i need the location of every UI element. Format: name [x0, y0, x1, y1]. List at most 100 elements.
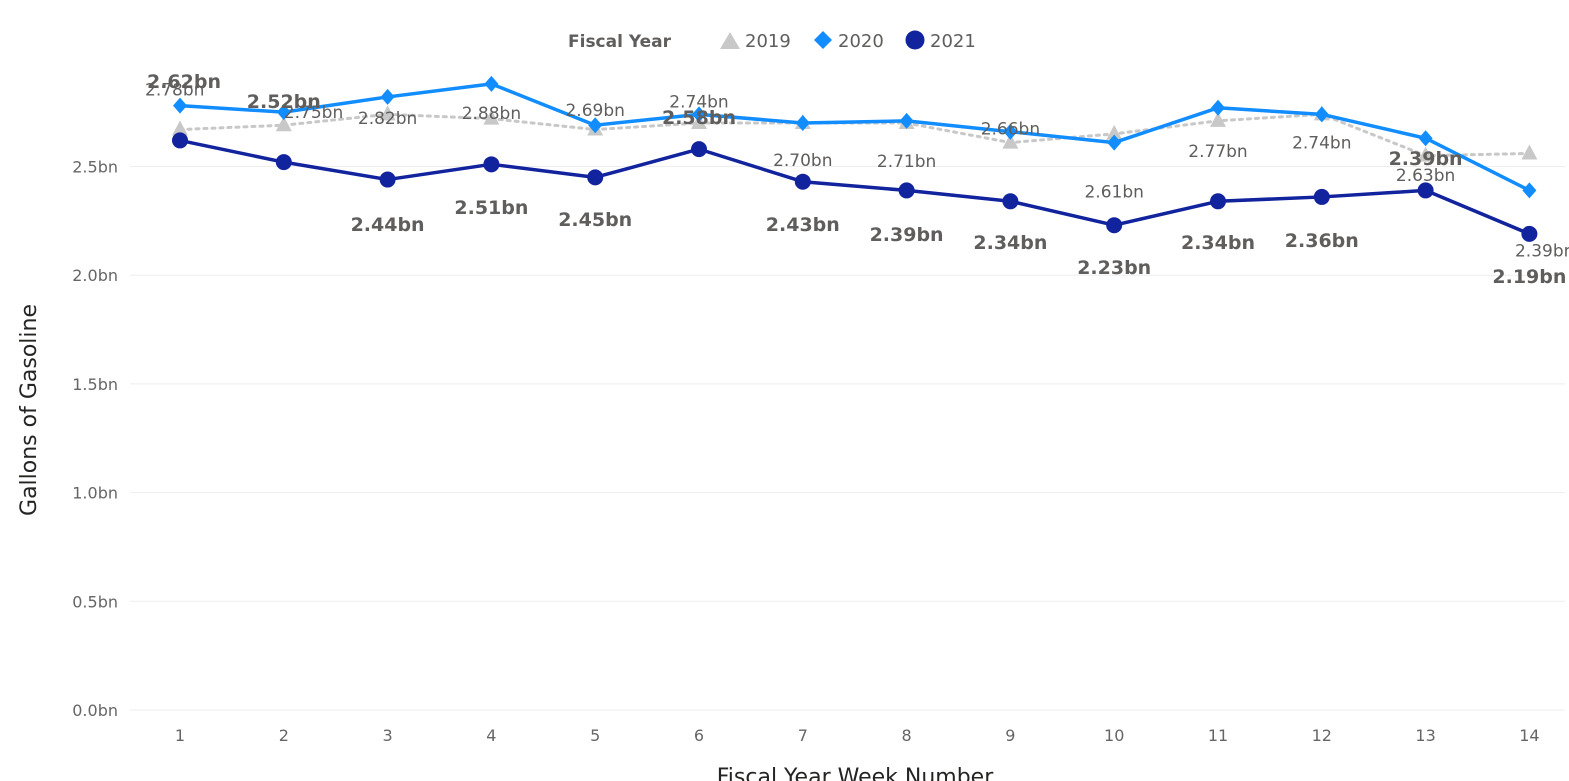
data-label: 2.74bn	[1292, 133, 1351, 153]
x-tick-label: 14	[1519, 726, 1539, 745]
data-label: 2.75bn	[284, 103, 343, 123]
point-2021	[1521, 225, 1538, 242]
point-2021	[1417, 182, 1434, 199]
data-label: 2.78bn	[145, 81, 204, 101]
point-2019	[1106, 124, 1123, 140]
x-tick-label: 13	[1415, 726, 1435, 745]
x-tick-label: 4	[486, 726, 496, 745]
y-tick-label: 0.0bn	[72, 701, 118, 720]
point-2020	[380, 88, 395, 105]
x-axis-ticks: 1 2 3 4 5 6 7 8 9 10 11 12 13 14	[175, 726, 1540, 745]
x-axis-title: Fiscal Year Week Number	[717, 765, 994, 781]
data-label-bold: 2.52bn	[247, 91, 321, 113]
x-tick-label: 5	[590, 726, 600, 745]
point-2021	[898, 182, 915, 199]
point-2021	[587, 169, 604, 186]
point-2020	[1107, 134, 1122, 151]
point-2019	[379, 105, 396, 121]
point-2020	[1314, 106, 1329, 123]
point-2020	[276, 104, 291, 121]
point-2019	[1210, 111, 1226, 127]
gridlines	[130, 166, 1565, 711]
y-axis-title: Gallons of Gasoline	[17, 304, 42, 516]
legend-2020-diamond-icon	[814, 31, 832, 49]
data-label-bold: 2.44bn	[351, 214, 425, 236]
legend-2019-triangle-icon	[720, 32, 740, 49]
data-label: 2.70bn	[773, 151, 832, 171]
point-2021	[1002, 193, 1019, 210]
point-2021	[794, 173, 811, 190]
point-2019	[172, 120, 188, 136]
data-label: 2.82bn	[358, 109, 417, 129]
y-axis-ticks: 0.0bn 0.5bn 1.0bn 1.5bn 2.0bn 2.5bn	[72, 158, 118, 721]
point-2019	[275, 116, 292, 132]
point-2021	[483, 156, 500, 173]
y-tick-label: 2.0bn	[72, 266, 118, 285]
legend-title: Fiscal Year	[568, 32, 672, 52]
data-label-bold: 2.23bn	[1077, 257, 1151, 279]
series-line-2020	[179, 82, 1531, 192]
data-label-bold: 2.34bn	[973, 232, 1047, 254]
point-2021	[1313, 188, 1330, 205]
data-label: 2.69bn	[565, 101, 624, 121]
data-label-bold: 2.58bn	[662, 107, 736, 129]
point-2019	[1521, 144, 1538, 160]
y-tick-label: 0.5bn	[72, 592, 118, 611]
y-tick-label: 1.5bn	[72, 375, 118, 394]
point-2019	[1417, 146, 1434, 162]
data-label: 2.77bn	[1188, 142, 1247, 162]
point-2021	[1210, 193, 1226, 210]
data-label: 2.88bn	[462, 104, 521, 124]
x-tick-label: 1	[175, 726, 185, 745]
point-2021	[379, 171, 396, 188]
point-2020	[795, 115, 810, 132]
data-label: 2.63bn	[1396, 166, 1455, 186]
x-tick-label: 8	[902, 726, 912, 745]
data-label-bold: 2.45bn	[558, 209, 632, 231]
x-tick-label: 7	[798, 726, 808, 745]
x-tick-label: 9	[1005, 726, 1015, 745]
legend-2021-circle-icon	[905, 30, 925, 50]
data-label-bold: 2.39bn	[870, 224, 944, 246]
x-tick-label: 2	[279, 726, 289, 745]
point-2020	[692, 106, 706, 123]
x-tick-label: 6	[694, 726, 704, 745]
point-2020	[1003, 123, 1018, 140]
point-2020	[1211, 99, 1225, 116]
data-label-bold: 2.36bn	[1285, 230, 1359, 252]
point-2020	[173, 97, 187, 114]
data-label: 2.39bn	[1515, 241, 1569, 261]
point-2021	[1106, 217, 1123, 234]
legend-2020-label: 2020	[838, 31, 884, 52]
data-label-bold: 2.43bn	[766, 214, 840, 236]
data-label: 2.71bn	[877, 152, 936, 172]
data-label-bold: 2.39bn	[1389, 148, 1463, 170]
x-tick-label: 11	[1208, 726, 1228, 745]
legend-2021-label: 2021	[930, 31, 976, 52]
data-label-bold: 2.19bn	[1492, 266, 1566, 288]
data-label-bold: 2.34bn	[1181, 232, 1255, 254]
point-2020	[1522, 182, 1537, 199]
data-label: 2.61bn	[1084, 183, 1143, 203]
point-2021	[275, 154, 292, 171]
x-tick-label: 3	[383, 726, 393, 745]
series-group	[172, 75, 1538, 242]
point-2021	[691, 141, 707, 158]
data-label: 2.74bn	[669, 92, 728, 112]
data-label-bold: 2.51bn	[454, 197, 528, 219]
x-tick-label: 12	[1312, 726, 1332, 745]
point-2020	[588, 117, 603, 134]
data-label-bold: 2.62bn	[147, 71, 221, 93]
series-line-2021	[179, 138, 1531, 236]
point-2020	[899, 112, 914, 129]
point-2019	[1002, 133, 1019, 149]
y-tick-label: 1.0bn	[72, 484, 118, 503]
legend: Fiscal Year 2019 2020 2021	[568, 30, 976, 52]
data-label: 2.66bn	[981, 120, 1040, 140]
x-tick-label: 10	[1104, 726, 1124, 745]
point-2020	[484, 75, 499, 92]
data-labels: 2.78bn 2.75bn 2.82bn 2.88bn 2.69bn 2.74bn 2.70…	[145, 71, 1569, 288]
point-2019	[483, 109, 500, 125]
legend-2019-label: 2019	[745, 31, 791, 52]
